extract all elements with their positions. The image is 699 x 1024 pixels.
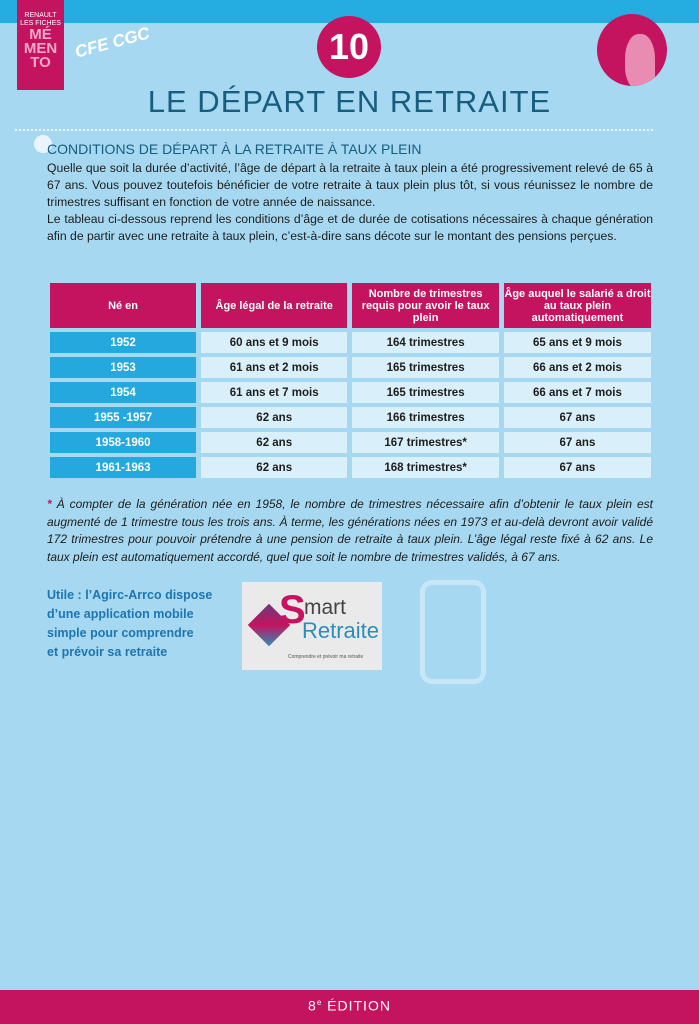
tip-line: Utile : l’Agirc-Arrco dispose [47, 588, 213, 602]
footnote: * À compter de la génération née en 1958… [47, 496, 653, 566]
edition-label: ÉDITION [322, 997, 391, 1014]
column-header: Nombre de trimestres requis pour avoir l… [352, 283, 499, 328]
birth-year-cell: 1953 [50, 357, 197, 378]
intro-text: Quelle que soit la durée d’activité, l’â… [47, 160, 653, 245]
table-row: 1953 61 ans et 2 mois 165 trimestres 66 ans… [50, 357, 651, 378]
birth-year-cell: 1955 -1957 [50, 407, 197, 428]
heading-bullet [34, 135, 52, 153]
table-cell: 61 ans et 7 mois [201, 382, 348, 403]
table-row: 1955 -1957 62 ans 166 trimestres 67 ans [50, 407, 651, 428]
tip-text: Utile : l’Agirc-Arrco dispose d’une appl… [47, 586, 212, 662]
birth-year-cell: 1952 [50, 332, 197, 353]
table-row: 1961-1963 62 ans 168 trimestres* 67 ans [50, 457, 651, 478]
table-row: 1954 61 ans et 7 mois 165 trimestres 66 ans… [50, 382, 651, 403]
table-cell: 166 trimestres [352, 407, 499, 428]
top-bar [0, 0, 699, 23]
table-cell: 168 trimestres* [352, 457, 499, 478]
memo-line: MÉ [29, 26, 52, 43]
table-cell: 65 ans et 9 mois [503, 332, 651, 353]
person-bubble-icon [597, 14, 667, 86]
birth-year-cell: 1961-1963 [50, 457, 197, 478]
table-row: 1952 60 ans et 9 mois 164 trimestres 65 ans… [50, 332, 651, 353]
table-cell: 67 ans [503, 407, 651, 428]
logo-s: S [279, 588, 306, 632]
memento-logo: RENAULT LES FICHES MÉ MEN TO [17, 0, 64, 90]
asterisk: * [47, 497, 52, 511]
smart-retraite-logo: S mart Retraite Comprendre et prévoir ma… [242, 582, 382, 670]
table-cell: 62 ans [201, 457, 348, 478]
phone-touch-icon [420, 580, 486, 684]
footnote-text: À compter de la génération née en 1958, … [47, 497, 653, 564]
tip-line: d’une application mobile [47, 607, 194, 621]
column-header: Âge légal de la retraite [201, 283, 348, 328]
table-cell: 62 ans [201, 407, 348, 428]
divider [15, 129, 653, 131]
table-cell: 66 ans et 2 mois [503, 357, 651, 378]
column-header: Âge auquel le salarié a droit au taux pl… [503, 283, 651, 328]
page-title: LE DÉPART EN RETRAITE [147, 84, 552, 119]
tip-line: simple pour comprendre [47, 626, 194, 640]
brand-line: LES FICHES [20, 20, 61, 27]
table-cell: 61 ans et 2 mois [201, 357, 348, 378]
logo-tagline: Comprendre et prévoir ma retraite [288, 654, 364, 660]
table-cell: 67 ans [503, 432, 651, 453]
footer-edition: 8e ÉDITION [0, 990, 699, 1024]
edition-number: 8 [308, 997, 317, 1014]
table-row: 1958-1960 62 ans 167 trimestres* 67 ans [50, 432, 651, 453]
table-cell: 66 ans et 7 mois [503, 382, 651, 403]
table-cell: 165 trimestres [352, 382, 499, 403]
edition-sup: e [316, 998, 323, 1007]
paragraph: Le tableau ci-dessous reprend les condit… [47, 212, 653, 243]
tip-line: et prévoir sa retraite [47, 645, 168, 659]
birth-year-cell: 1954 [50, 382, 197, 403]
table-cell: 60 ans et 9 mois [201, 332, 348, 353]
cfe-cgc-logo: CFE CGC [72, 23, 152, 62]
table-cell: 164 trimestres [352, 332, 499, 353]
retirement-table: Né en Âge légal de la retraite Nombre de t… [45, 279, 656, 482]
section-heading: CONDITIONS DE DÉPART À LA RETRAITE À TAU… [47, 141, 422, 157]
logo-retraite: Retraite [302, 618, 380, 643]
paragraph: Quelle que soit la durée d’activité, l’â… [47, 161, 653, 209]
logo-mart: mart [304, 596, 346, 619]
brand-line: RENAULT [24, 12, 57, 19]
table-cell: 167 trimestres* [352, 432, 499, 453]
chapter-number: 10 [317, 16, 381, 78]
memo-line: TO [30, 54, 51, 71]
table-cell: 165 trimestres [352, 357, 499, 378]
birth-year-cell: 1958-1960 [50, 432, 197, 453]
column-header: Né en [50, 283, 197, 328]
memo-line: MEN [23, 40, 58, 57]
table-cell: 67 ans [503, 457, 651, 478]
table-cell: 62 ans [201, 432, 348, 453]
